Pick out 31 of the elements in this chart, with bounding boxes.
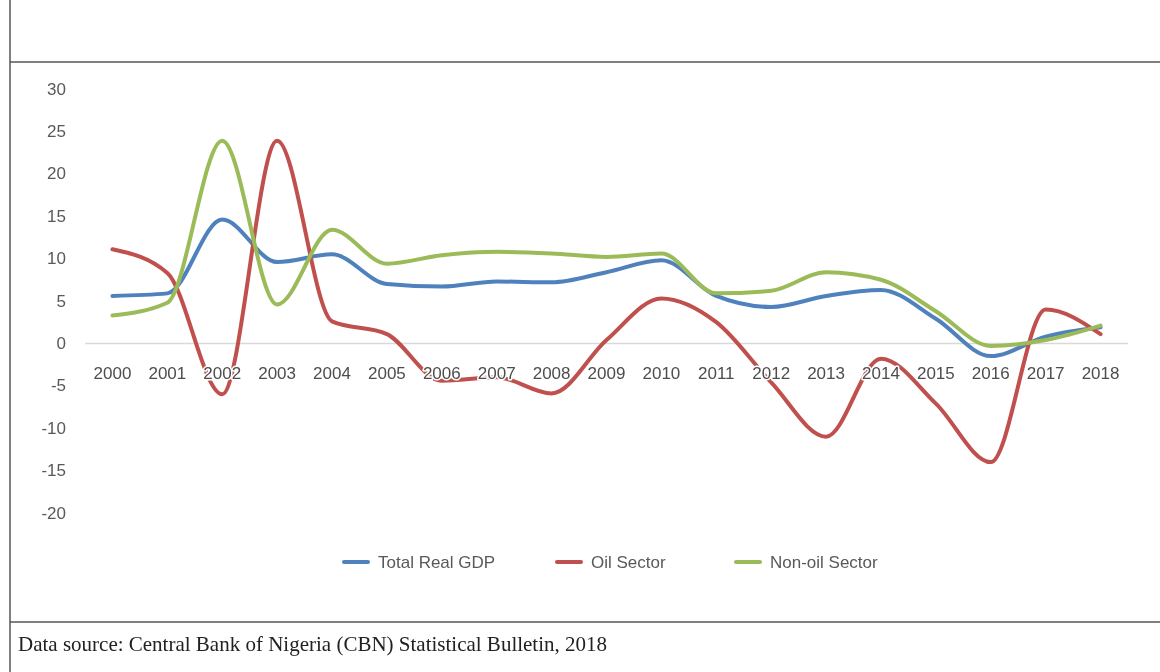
x-tick-label: 2003 (258, 363, 297, 383)
y-tick-label: 20 (47, 164, 66, 184)
y-tick-label: 10 (47, 249, 66, 269)
source-note: Data source: Central Bank of Nigeria (CBN) Statistical Bulletin, 2018 (18, 632, 608, 656)
x-tick-label: 2016 (971, 363, 1010, 383)
y-tick-label: -5 (50, 376, 66, 396)
x-tick-label: 2010 (642, 363, 681, 383)
x-tick-label: 2017 (1026, 363, 1065, 383)
y-tick-label: 15 (47, 206, 66, 226)
x-tick-label: 2018 (1081, 363, 1120, 383)
x-tick-label: 2015 (916, 363, 955, 383)
y-tick-label: 30 (47, 79, 66, 99)
x-tick-label: 2004 (313, 363, 351, 383)
line-series (110, 217, 1103, 359)
x-tick-label: 2009 (587, 363, 626, 383)
x-tick-label: 2008 (532, 363, 571, 383)
y-tick-label: -15 (41, 461, 66, 481)
y-tick-label: -20 (41, 503, 66, 523)
x-tick-label: 2000 (93, 363, 132, 383)
line-series (110, 138, 1103, 348)
y-tick-label: -10 (41, 418, 66, 438)
y-tick-label: 0 (56, 333, 66, 353)
y-tick-label: 5 (56, 291, 66, 311)
legend-label: Non-oil Sector (770, 552, 879, 572)
x-tick-label: 2011 (698, 363, 735, 383)
y-tick-label: 25 (47, 121, 66, 141)
legend-label: Total Real GDP (378, 552, 496, 572)
x-tick-label: 2005 (368, 363, 406, 383)
x-tick-label: 2001 (148, 363, 187, 383)
legend-label: Oil Sector (591, 552, 666, 572)
x-tick-label: 2013 (807, 363, 845, 383)
